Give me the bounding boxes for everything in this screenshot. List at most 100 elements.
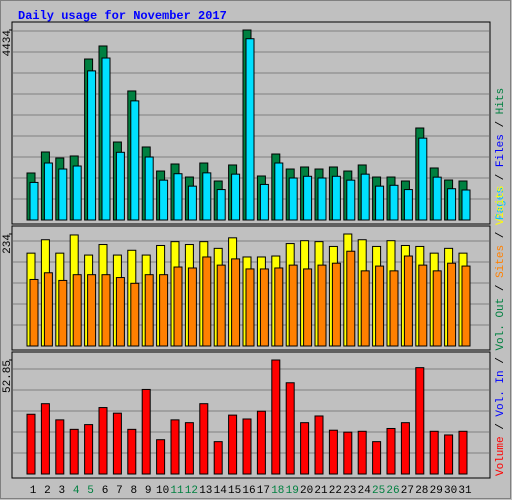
x-tick-label: 1	[30, 485, 37, 497]
legend-entry: Vol. Out	[495, 298, 507, 351]
bar	[26, 413, 36, 475]
legend-separator: /	[495, 278, 507, 298]
bar	[87, 70, 97, 221]
bar	[173, 173, 183, 221]
legend-separator: /	[495, 417, 507, 437]
bar	[314, 415, 324, 475]
legend-separator: /	[495, 167, 507, 187]
x-tick-label: 10	[156, 485, 169, 497]
bar	[115, 151, 125, 221]
x-tick-label: 26	[386, 485, 399, 497]
bar	[170, 419, 180, 475]
x-tick-label: 25	[372, 485, 385, 497]
bar	[303, 175, 313, 221]
bar	[328, 429, 338, 475]
bar	[144, 156, 154, 221]
bar	[458, 430, 468, 475]
bar	[29, 278, 39, 347]
legend-separator: /	[495, 114, 507, 134]
bar	[58, 279, 68, 347]
bar	[184, 422, 194, 475]
bar	[58, 168, 68, 221]
bar	[69, 428, 79, 475]
x-tick-label: 23	[343, 485, 356, 497]
bar	[259, 183, 269, 221]
x-tick-label: 7	[116, 485, 123, 497]
legend: Pages / Files / Hits	[495, 88, 507, 220]
bar	[300, 422, 310, 475]
bar	[461, 265, 471, 347]
bar	[115, 277, 125, 347]
x-tick-label: 29	[430, 485, 443, 497]
x-tick-label: 16	[242, 485, 255, 497]
bar	[87, 274, 97, 347]
x-tick-label: 8	[130, 485, 137, 497]
x-tick-label: 27	[401, 485, 414, 497]
x-tick-label: 28	[415, 485, 428, 497]
bar	[127, 428, 137, 475]
bar	[360, 270, 370, 347]
bar	[202, 172, 212, 221]
bar	[43, 272, 53, 347]
legend-entry: Visits	[495, 185, 507, 225]
y-tick-label: 234	[2, 234, 14, 254]
bar	[55, 419, 65, 475]
legend-entry: Volume	[495, 436, 507, 476]
x-tick-label: 31	[458, 485, 472, 497]
x-tick-label: 30	[444, 485, 457, 497]
bar	[343, 431, 353, 475]
x-tick-label: 18	[271, 485, 284, 497]
bar	[386, 427, 396, 475]
y-tick-label: 52.85	[2, 360, 14, 393]
bar	[372, 441, 382, 475]
bar	[400, 422, 410, 475]
legend-entry: Hits	[495, 88, 507, 114]
chart-title: Daily usage for November 2017	[18, 9, 227, 23]
x-tick-label: 12	[185, 485, 198, 497]
bar	[375, 185, 385, 221]
bar	[228, 414, 238, 475]
legend-entry: Pages	[495, 187, 507, 220]
bar	[245, 38, 255, 221]
bar	[415, 367, 425, 475]
x-tick-label: 3	[58, 485, 65, 497]
bar	[245, 268, 255, 347]
x-tick-label: 14	[214, 485, 228, 497]
bar	[213, 441, 223, 475]
bar	[346, 179, 356, 221]
bar	[29, 181, 39, 221]
x-tick-label: 2	[44, 485, 51, 497]
bar	[288, 264, 298, 347]
legend-entry: Vol. In	[495, 370, 507, 416]
bar	[375, 265, 385, 347]
bar	[101, 57, 111, 221]
x-tick-label: 4	[73, 485, 80, 497]
x-tick-label: 13	[199, 485, 212, 497]
bar	[187, 267, 197, 347]
bar	[231, 173, 241, 221]
x-tick-label: 24	[358, 485, 372, 497]
bar	[346, 250, 356, 347]
bar	[156, 439, 166, 475]
bar	[432, 270, 442, 347]
bar	[72, 165, 82, 221]
bar	[72, 274, 82, 347]
legend: Volume / Vol. In / Vol. Out / Sites / Vi…	[495, 185, 507, 476]
legend-entry: Sites	[495, 245, 507, 278]
bar	[389, 184, 399, 221]
bar	[418, 137, 428, 221]
bar	[418, 264, 428, 347]
bar	[173, 266, 183, 347]
bar	[216, 189, 226, 221]
bar	[288, 177, 298, 221]
bar	[43, 162, 53, 221]
bar	[357, 430, 367, 475]
bar	[447, 188, 457, 221]
bar	[303, 268, 313, 347]
bar	[202, 256, 212, 347]
bar	[429, 430, 439, 475]
bar	[187, 185, 197, 221]
bar	[144, 274, 154, 347]
bar	[444, 434, 454, 475]
